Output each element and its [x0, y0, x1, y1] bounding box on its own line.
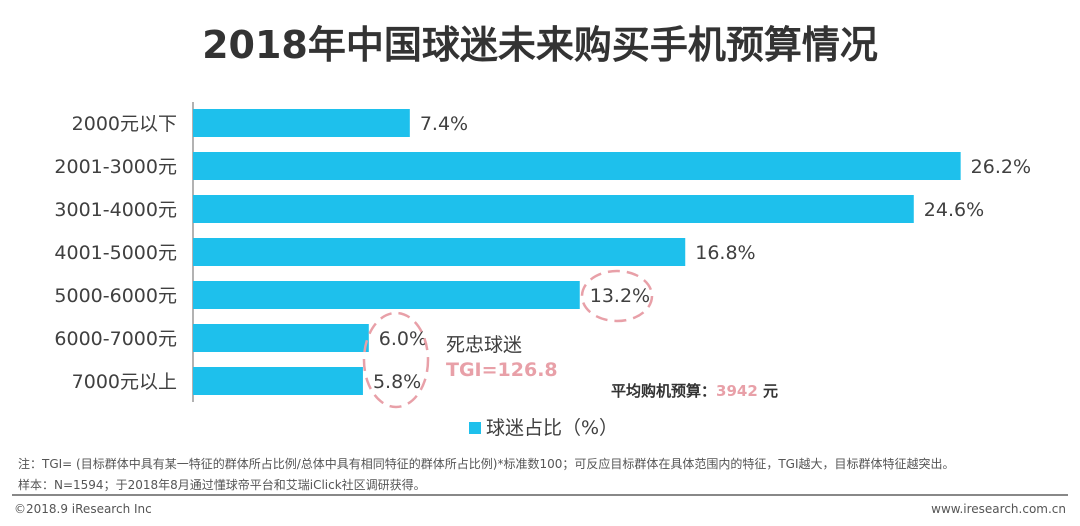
footnote-sample: 样本：N=1594；于2018年8月通过懂球帝平台和艾瑞iClick社区调研获得… [18, 478, 426, 492]
data-label: 7.4% [420, 113, 468, 135]
chart-title: 2018年中国球迷未来购买手机预算情况 [202, 23, 878, 67]
group-label: 死忠球迷 [446, 334, 522, 356]
category-label: 7000元以上 [72, 371, 177, 393]
legend-label: 球迷占比（%） [486, 417, 618, 439]
copyright: ©2018.9 iResearch Inc [14, 502, 152, 516]
category-label: 3001-4000元 [54, 199, 177, 221]
category-label: 5000-6000元 [54, 285, 177, 307]
bar [193, 324, 369, 352]
highlight-circle-high-end [362, 311, 430, 409]
highlight-circle-13-2 [580, 269, 654, 323]
legend-swatch [469, 422, 481, 434]
bar [193, 195, 914, 223]
data-label: 6.0% [379, 328, 427, 350]
data-label: 13.2% [590, 285, 650, 307]
footnote-tgi: 注：TGI= (目标群体中具有某一特征的群体所占比例/总体中具有相同特征的群体所… [18, 457, 955, 471]
footer-divider [12, 494, 1068, 496]
website-url: www.iresearch.com.cn [931, 502, 1066, 516]
data-label: 26.2% [971, 156, 1031, 178]
category-label: 4001-5000元 [54, 242, 177, 264]
category-label: 2000元以下 [72, 113, 177, 135]
category-label: 2001-3000元 [54, 156, 177, 178]
data-label: 5.8% [373, 371, 421, 393]
data-label: 24.6% [924, 199, 984, 221]
bar [193, 109, 410, 137]
tgi-value: TGI=126.8 [446, 359, 558, 381]
bar [193, 281, 580, 309]
bar [193, 367, 363, 395]
bar [193, 152, 961, 180]
bar [193, 238, 686, 266]
data-label: 16.8% [695, 242, 755, 264]
average-budget: 平均购机预算：3942 元 [611, 382, 778, 400]
category-label: 6000-7000元 [54, 328, 177, 350]
